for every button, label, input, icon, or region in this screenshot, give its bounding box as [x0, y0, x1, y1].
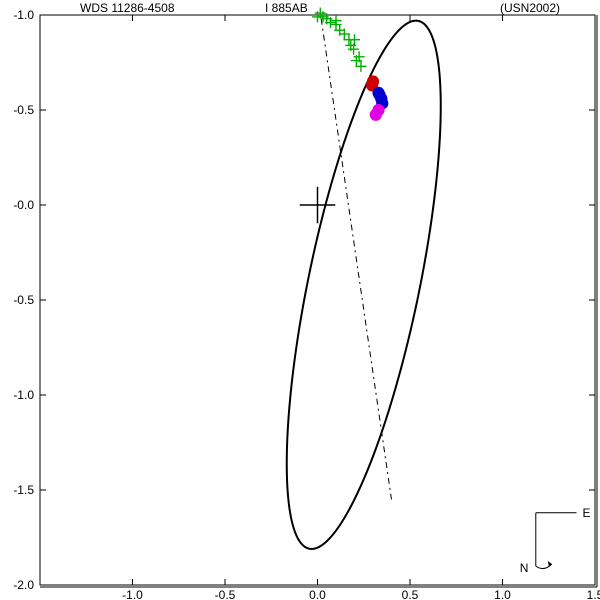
- y-tick-label: -1.5: [13, 483, 34, 497]
- x-tick-label: 0.0: [309, 588, 326, 600]
- compass-label-e: E: [583, 506, 591, 520]
- y-tick-label: -0.0: [13, 198, 34, 212]
- x-tick-label: 1.5: [587, 588, 600, 600]
- x-tick-label: 1.0: [494, 588, 511, 600]
- orbit-plot: WDS 11286-4508 I 885AB (USN2002) -1.0 -0.5 0.…: [0, 0, 600, 600]
- x-tick-label: -0.5: [215, 588, 236, 600]
- y-tick-label: -0.5: [13, 103, 34, 117]
- y-tick-label: -2.0: [13, 578, 34, 592]
- obs-dot-blue: [373, 89, 385, 101]
- y-tick-label: -0.5: [13, 293, 34, 307]
- obs-dot-magenta: [370, 109, 382, 121]
- orbit-ellipse: [287, 21, 441, 549]
- compass-label-n: N: [520, 561, 529, 575]
- y-tick-label: -1.0: [13, 388, 34, 402]
- plot-frame: [40, 15, 595, 585]
- title-left: WDS 11286-4508: [80, 1, 175, 15]
- x-tick-label: 0.5: [402, 588, 419, 600]
- title-right: (USN2002): [500, 1, 560, 15]
- y-tick-label: -1.0: [13, 8, 34, 22]
- x-tick-label: -1.0: [122, 588, 143, 600]
- title-center: I 885AB: [265, 1, 308, 15]
